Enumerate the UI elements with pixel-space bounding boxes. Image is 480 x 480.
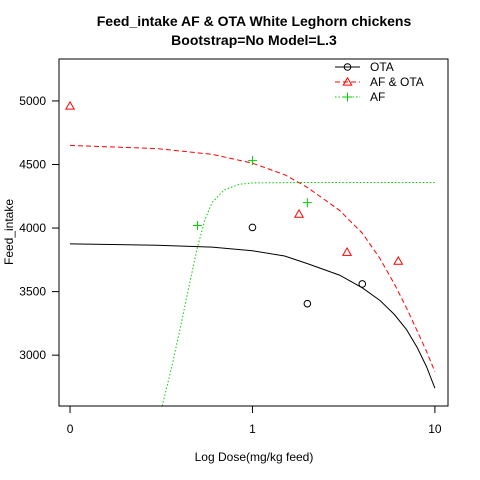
point-ota — [303, 299, 312, 308]
y-tick-label: 4500 — [19, 157, 46, 171]
point-af-ota — [293, 208, 305, 218]
chart-title: Feed_intake AF & OTA White Leghorn chick… — [97, 13, 412, 29]
chart-subtitle: Bootstrap=No Model=L.3 — [171, 32, 337, 48]
curve-ota — [69, 243, 436, 389]
y-tick-label: 3000 — [19, 348, 46, 362]
x-tick-label: 10 — [428, 422, 442, 436]
legend-label-af-ota: AF & OTA — [370, 75, 424, 89]
points-layer — [64, 100, 404, 308]
y-tick-label: 3500 — [19, 285, 46, 299]
point-af — [247, 156, 257, 166]
legend-marker-af — [343, 92, 352, 102]
y-tick-label: 5000 — [19, 94, 46, 108]
curves-layer — [69, 144, 436, 406]
point-af — [193, 221, 203, 231]
curve-af — [161, 182, 435, 406]
x-axis: 0 1 10 — [67, 405, 442, 436]
point-af-ota — [341, 246, 353, 256]
x-tick-label: 0 — [67, 422, 74, 436]
legend-marker-af-ota — [342, 76, 353, 86]
point-af-ota — [64, 100, 76, 110]
x-axis-label: Log Dose(mg/kg feed) — [195, 450, 314, 464]
legend-label-af: AF — [370, 90, 385, 104]
point-ota — [248, 223, 257, 232]
x-tick-label: 1 — [249, 422, 256, 436]
plot-frame — [58, 58, 449, 407]
point-af — [302, 198, 312, 208]
point-af-ota — [393, 255, 404, 265]
curve-af-ota — [69, 144, 436, 372]
y-axis: 3000 3500 4000 4500 5000 — [19, 94, 60, 362]
y-tick-label: 4000 — [19, 221, 46, 235]
legend-marker-ota — [343, 63, 352, 71]
point-ota — [358, 280, 367, 288]
y-axis-label: Feed_intake — [2, 199, 16, 265]
legend-label-ota: OTA — [370, 60, 394, 74]
